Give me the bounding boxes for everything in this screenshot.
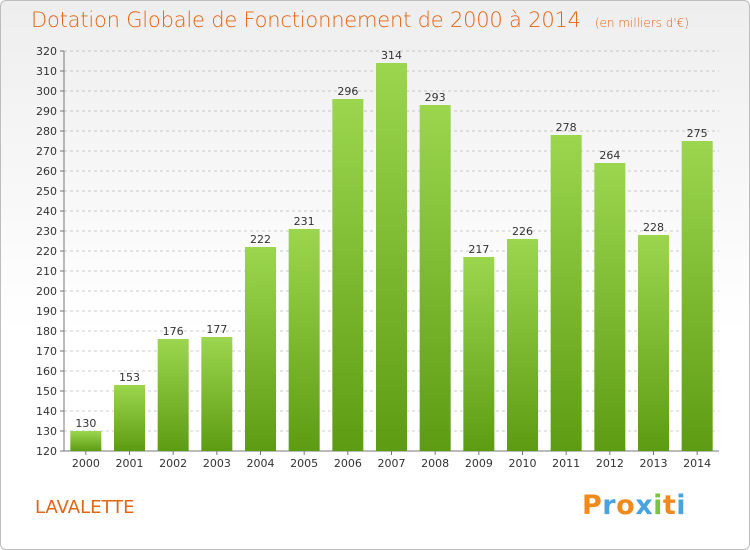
x-tick-label: 2009: [465, 457, 493, 470]
y-tick-label: 240: [36, 205, 57, 218]
y-tick-label: 270: [36, 145, 57, 158]
y-tick-label: 220: [36, 245, 57, 258]
y-tick-label: 210: [36, 265, 57, 278]
logo-letter: i: [653, 490, 663, 521]
y-tick-label: 190: [36, 305, 57, 318]
chart-title-text: Dotation Globale de Fonctionnement de 20…: [31, 8, 581, 32]
y-tick-label: 280: [36, 125, 57, 138]
bar: [681, 141, 713, 451]
y-tick-label: 150: [36, 385, 57, 398]
bar: [157, 339, 189, 451]
bar: [201, 337, 233, 451]
y-tick-label: 300: [36, 85, 57, 98]
y-tick-label: 230: [36, 225, 57, 238]
data-label: 217: [468, 243, 489, 256]
bar: [419, 105, 451, 451]
y-tick-label: 320: [36, 45, 57, 58]
data-label: 177: [206, 323, 227, 336]
y-tick-label: 170: [36, 345, 57, 358]
x-tick-label: 2007: [378, 457, 406, 470]
y-tick-label: 260: [36, 165, 57, 178]
y-tick-label: 160: [36, 365, 57, 378]
logo-letter: i: [676, 490, 687, 521]
x-tick-label: 2011: [552, 457, 580, 470]
x-tick-label: 2012: [596, 457, 624, 470]
y-tick-label: 140: [36, 405, 57, 418]
bar: [332, 99, 364, 451]
logo-letter: t: [662, 490, 677, 521]
proxiti-logo: Proxiti: [582, 490, 686, 521]
data-label: 293: [425, 91, 446, 104]
chart-subtitle: (en milliers d'€): [594, 16, 689, 30]
data-label: 314: [381, 49, 402, 62]
data-label: 130: [75, 417, 96, 430]
data-label: 278: [556, 121, 577, 134]
chart-title: Dotation Globale de Fonctionnement de 20…: [31, 8, 689, 32]
y-tick-label: 290: [36, 105, 57, 118]
logo-letter: r: [602, 490, 617, 521]
logo-letter: P: [582, 490, 603, 521]
bar: [507, 239, 538, 451]
bar: [594, 163, 626, 451]
bar: [376, 63, 407, 451]
data-label: 231: [294, 215, 315, 228]
x-tick-label: 2013: [640, 457, 668, 470]
bar: [288, 229, 320, 451]
x-tick-label: 2000: [72, 457, 100, 470]
data-label: 228: [643, 221, 664, 234]
data-label: 296: [337, 85, 358, 98]
x-tick-label: 2010: [509, 457, 537, 470]
bar: [70, 431, 102, 451]
bar: [638, 235, 669, 451]
data-label: 264: [599, 149, 620, 162]
data-label: 226: [512, 225, 533, 238]
data-label: 176: [163, 325, 184, 338]
bar: [114, 385, 145, 451]
x-tick-label: 2008: [421, 457, 449, 470]
logo-letter: o: [616, 490, 636, 521]
y-tick-label: 130: [36, 425, 57, 438]
y-tick-label: 180: [36, 325, 57, 338]
x-tick-label: 2014: [683, 457, 711, 470]
data-label: 153: [119, 371, 140, 384]
x-tick-label: 2005: [290, 457, 318, 470]
y-tick-label: 200: [36, 285, 57, 298]
commune-name: LAVALETTE: [35, 497, 135, 518]
x-tick-label: 2001: [116, 457, 144, 470]
x-tick-label: 2004: [247, 457, 275, 470]
x-tick-label: 2003: [203, 457, 231, 470]
data-label: 222: [250, 233, 271, 246]
y-tick-label: 120: [36, 445, 57, 458]
x-tick-label: 2006: [334, 457, 362, 470]
data-label: 275: [687, 127, 708, 140]
bar: [550, 135, 582, 451]
y-tick-label: 310: [36, 65, 57, 78]
x-tick-label: 2002: [159, 457, 187, 470]
y-tick-label: 250: [36, 185, 57, 198]
bar: [245, 247, 276, 451]
bar: [463, 257, 495, 451]
logo-letter: x: [635, 490, 654, 521]
